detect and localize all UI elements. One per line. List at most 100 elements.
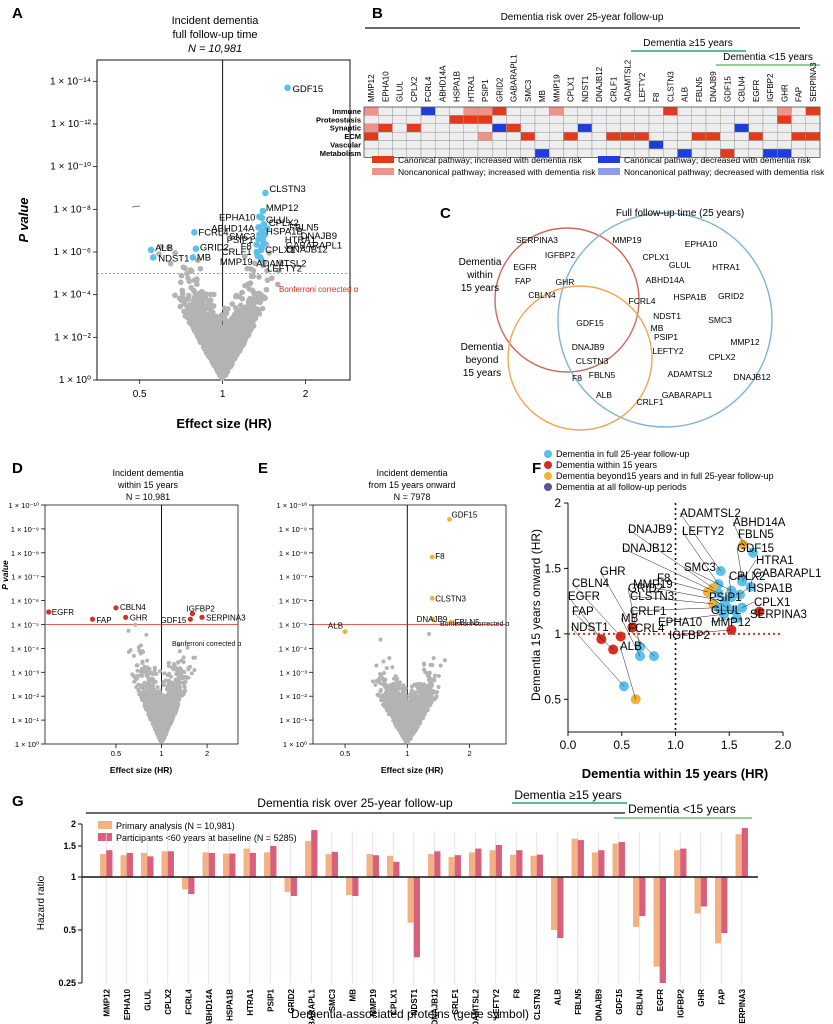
background-point [427, 632, 432, 637]
heatmap-cell [762, 106, 778, 116]
heatmap-cell [392, 106, 407, 116]
background-point [154, 700, 159, 705]
background-point [181, 681, 186, 686]
panel-f-legend-dot [544, 472, 552, 480]
point-alb [147, 246, 155, 254]
leader-line [627, 627, 655, 657]
panel-f-legend-dot [544, 450, 552, 458]
background-point [434, 690, 439, 695]
heatmap-cell [648, 140, 664, 150]
leader-line [599, 570, 633, 628]
gene-label-gabarapl1: GABARAPL1 [286, 241, 343, 252]
x-tick-label: 1 [220, 389, 226, 400]
background-point [218, 345, 225, 351]
bar-igfbp2 [674, 850, 681, 877]
background-point [399, 696, 404, 701]
heatmap-cell [477, 131, 493, 141]
background-point [223, 344, 229, 351]
background-point [263, 286, 270, 293]
y-tick-label: 1 × 10⁻¹⁰ [50, 162, 91, 173]
venn-item-gabarapl1: GABARAPL1 [662, 390, 713, 400]
gene-label-cplx2: CPLX2 [269, 218, 299, 229]
background-point [224, 336, 231, 342]
gene-label-egfr: EGFR [52, 608, 74, 617]
background-point [232, 305, 239, 311]
background-point [152, 665, 157, 670]
legend-primary-swatch [98, 821, 112, 829]
background-point [256, 311, 263, 317]
heatmap-cell [705, 106, 721, 116]
background-point [417, 718, 422, 723]
heatmap-gene-mb: MB [538, 90, 547, 102]
background-point [223, 324, 230, 330]
background-point [158, 721, 163, 726]
background-point [205, 305, 212, 312]
heatmap-cell [777, 131, 792, 141]
bar-psip1 [270, 845, 277, 877]
background-point [177, 667, 182, 672]
leader-line [732, 521, 744, 545]
point-clstn3 [262, 189, 269, 197]
heatmap-cell [520, 123, 536, 133]
background-point [209, 310, 215, 317]
y-tick-label: 1 × 10⁰ [59, 375, 91, 386]
background-point [377, 676, 382, 681]
background-point [220, 328, 227, 335]
gene-label-cbln4: CBLN4 [120, 603, 146, 612]
background-point [202, 337, 209, 344]
background-point [436, 684, 441, 689]
background-point [256, 274, 262, 280]
heatmap-cell [677, 140, 692, 150]
bar-mmp19 [366, 854, 373, 877]
x-tick-label: 2 [205, 749, 209, 758]
leader-line [627, 587, 641, 647]
category-label-abhd14a: ABHD14A [205, 989, 214, 1024]
background-point [177, 303, 184, 310]
y-tick-label: 1 × 10⁻¹⁴ [50, 76, 91, 87]
background-point [175, 705, 180, 710]
heatmap-cell [378, 131, 393, 141]
background-point [192, 300, 198, 306]
background-point [250, 273, 257, 280]
background-point [252, 315, 259, 322]
bar-ndst1 [407, 877, 414, 923]
background-point [229, 345, 236, 351]
background-point [404, 720, 409, 725]
bar-abhd14a [208, 852, 215, 877]
bar-lefty2 [489, 850, 496, 877]
heatmap-cell [549, 123, 564, 133]
y-tick-label: 1 × 10⁻⁵ [11, 621, 39, 630]
background-point [184, 303, 190, 310]
heatmap-legend-swatch [598, 168, 620, 175]
heatmap-cell [549, 115, 564, 125]
background-point [176, 690, 181, 695]
background-point [161, 683, 166, 688]
heatmap-cell [791, 140, 806, 150]
heatmap-cell [805, 115, 821, 125]
heatmap-cell [663, 115, 678, 125]
background-point [206, 297, 213, 304]
background-point [425, 707, 430, 712]
background-point [382, 682, 387, 687]
heatmap-cell [534, 131, 550, 141]
heatmap-cell [420, 115, 436, 125]
heatmap-cell [777, 140, 792, 150]
heatmap-cell [463, 106, 479, 116]
heatmap-cell [791, 123, 806, 133]
heatmap-cell [577, 131, 593, 141]
panel-g-xlabel: Dementia-associated proteins (gene symbo… [291, 1007, 529, 1021]
background-point [399, 692, 404, 697]
background-point [237, 308, 244, 315]
background-point [161, 693, 166, 698]
background-point [269, 275, 275, 281]
y-tick-label: 1 × 10⁻⁴ [279, 644, 307, 653]
background-point [414, 726, 419, 731]
category-label-ghr: GHR [697, 989, 706, 1007]
background-point [427, 697, 432, 702]
heatmap-cell [691, 140, 707, 150]
background-point [419, 683, 424, 688]
heatmap-cell [663, 106, 678, 116]
background-point [275, 281, 281, 288]
heatmap-cell [734, 123, 749, 133]
panel-c-label: C [440, 205, 451, 222]
